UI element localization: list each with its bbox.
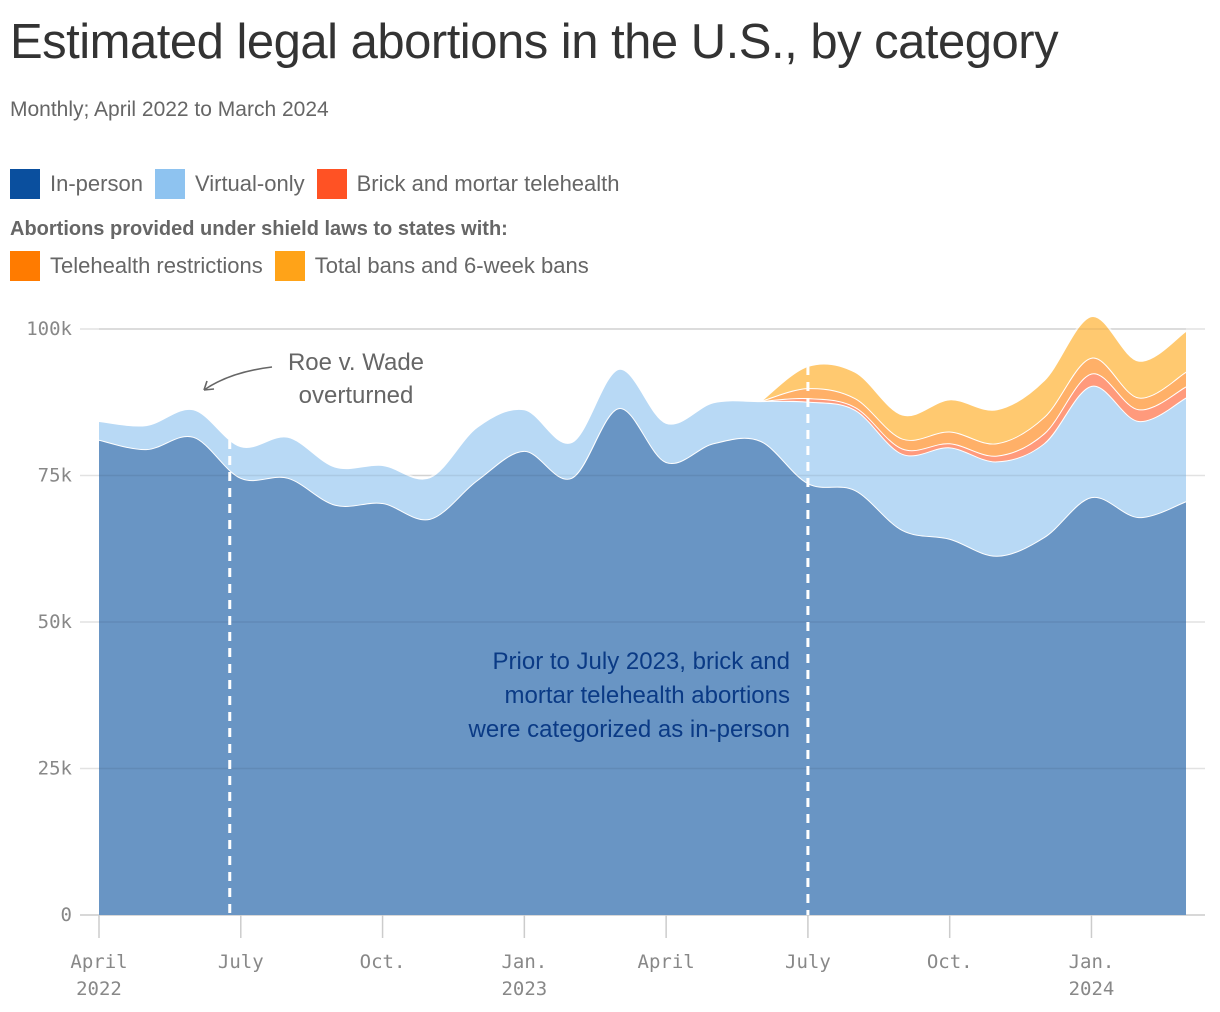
legend-label: In-person [50,171,143,196]
roe-annotation-line1: Roe v. Wade [288,349,424,376]
legend-swatch-telehealth-restrictions [10,251,40,281]
legend-label: Total bans and 6-week bans [314,253,589,278]
x-tick-label: Jan. [1069,951,1115,973]
y-tick-label: 50k [38,611,73,633]
legend-item-telehealth-restrictions: Telehealth restrictions [10,251,263,281]
legend-row-1: In-person Virtual-only Brick and mortar … [10,169,632,199]
legend-swatch-in-person [10,169,40,199]
x-tick-year: 2022 [76,978,122,1000]
area-total-bans-and-6-week-bans [760,315,1186,444]
x-tick-label: July [218,951,264,973]
x-tick-label: Oct. [927,951,973,973]
x-tick-year: 2023 [501,978,547,1000]
category-note-line: were categorized as in-person [467,716,790,743]
legend-item-in-person: In-person [10,169,143,199]
x-tick-year: 2024 [1069,978,1115,1000]
chart-subtitle: Monthly; April 2022 to March 2024 [10,98,329,121]
area-edge-4 [760,315,1187,417]
chart-title: Estimated legal abortions in the U.S., b… [10,15,1059,69]
annotation-arrow-icon [203,366,273,391]
y-tick-label: 100k [26,318,72,340]
legend-item-virtual-only: Virtual-only [154,169,305,199]
legend-label: Virtual-only [194,171,305,196]
legend-heading: Abortions provided under shield laws to … [10,218,508,240]
legend-label: Telehealth restrictions [50,253,263,278]
x-tick-label: April [638,951,695,973]
roe-annotation-line2: overturned [299,382,414,409]
legend-item-brick-and-mortar: Brick and mortar telehealth [316,169,620,199]
y-tick-label: 75k [38,465,73,487]
category-note-line: mortar telehealth abortions [505,682,791,709]
x-tick-label: July [785,951,831,973]
x-tick-label: Oct. [360,951,406,973]
legend-row-2: Telehealth restrictions Total bans and 6… [10,251,601,281]
area-telehealth-restrictions [760,357,1186,456]
category-note-line: Prior to July 2023, brick and [493,648,790,675]
x-tick-label: Jan. [501,951,547,973]
y-tick-label: 0 [61,904,72,926]
legend-item-total-bans: Total bans and 6-week bans [274,251,589,281]
legend-swatch-brick-and-mortar [316,169,347,199]
legend-swatch-virtual-only [154,169,185,199]
arrowhead-icon [203,380,215,391]
x-tick-label: April [70,951,127,973]
legend-label: Brick and mortar telehealth [356,171,620,196]
area-virtual-only [99,368,1186,556]
y-tick-label: 25k [38,758,73,780]
legend-swatch-total-bans [274,251,305,281]
